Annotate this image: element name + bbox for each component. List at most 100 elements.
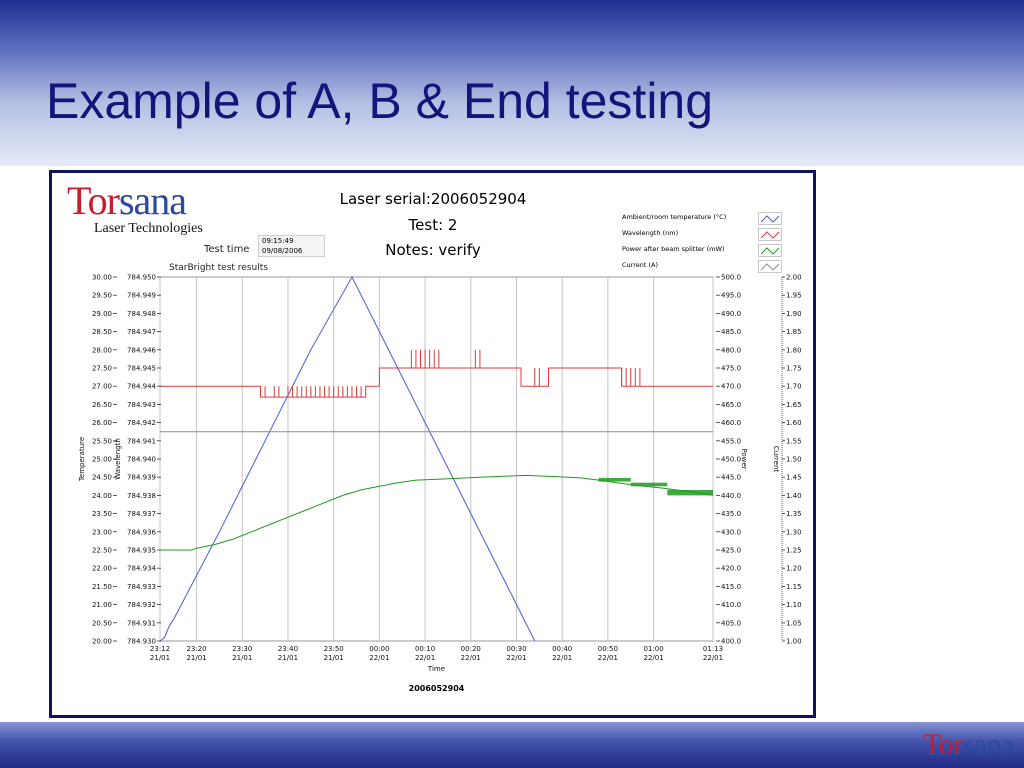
- legend-label: Wavelength (nm): [622, 229, 679, 237]
- x-tick-label: 23:30: [232, 645, 252, 653]
- footer-bar: [0, 722, 1024, 768]
- x-tick-label: 01:00: [643, 645, 663, 653]
- temperature-tick-label: 23.50: [92, 510, 112, 518]
- legend-item-temperature: Ambient/room temperature (°C): [622, 211, 782, 225]
- current-tick-label: 1.60: [786, 419, 802, 427]
- power-tick-label: 490.0: [721, 310, 741, 318]
- laser-serial: Laser serial:2006052904: [339, 190, 527, 208]
- x-tick-label: 21/01: [232, 654, 252, 662]
- chart-svg: 23:1221/0123:2021/0123:3021/0123:4021/01…: [78, 274, 802, 694]
- wavelength-tick-label: 784.930: [127, 638, 156, 646]
- legend-swatch-power: [758, 244, 782, 257]
- power-tick-label: 460.0: [721, 419, 741, 427]
- power-tick-label: 435.0: [721, 510, 741, 518]
- legend-label: Current (A): [622, 261, 658, 269]
- wavelength-tick-label: 784.933: [127, 583, 156, 591]
- x-tick-label: 22/01: [703, 654, 723, 662]
- legend-swatch-current: [758, 260, 782, 273]
- x-tick-label: 21/01: [278, 654, 298, 662]
- wavelength-tick-label: 784.940: [127, 456, 156, 464]
- wavelength-tick-label: 784.932: [127, 601, 156, 609]
- footer-logo: Torsana: [922, 728, 1015, 762]
- power-tick-label: 470.0: [721, 383, 741, 391]
- title-banner: [0, 0, 1024, 166]
- wavelength-tick-label: 784.941: [127, 437, 156, 445]
- temperature-tick-label: 22.00: [92, 565, 112, 573]
- axes: 23:1221/0123:2021/0123:3021/0123:4021/01…: [78, 274, 802, 694]
- x-tick-label: 23:50: [324, 645, 344, 653]
- x-tick-label: 00:50: [598, 645, 618, 653]
- x-tick-label: 21/01: [150, 654, 170, 662]
- wavelength-tick-label: 784.949: [127, 292, 156, 300]
- power-tick-label: 415.0: [721, 583, 741, 591]
- power-tick-label: 405.0: [721, 619, 741, 627]
- power-tick-label: 465.0: [721, 401, 741, 409]
- logo-sana: sana: [118, 178, 187, 223]
- x-tick-label: 22/01: [552, 654, 572, 662]
- current-tick-label: 1.75: [786, 365, 802, 373]
- current-tick-label: 1.25: [786, 547, 802, 555]
- current-tick-label: 1.65: [786, 401, 802, 409]
- temperature-tick-label: 27.50: [92, 365, 112, 373]
- torsana-logo: Torsana: [67, 177, 187, 225]
- temperature-tick-label: 28.50: [92, 328, 112, 336]
- wavelength-tick-label: 784.936: [127, 528, 156, 536]
- legend-item-current: Current (A): [622, 259, 782, 273]
- temperature-tick-label: 20.50: [92, 619, 112, 627]
- temperature-tick-label: 20.00: [92, 638, 112, 646]
- current-tick-label: 1.70: [786, 383, 802, 391]
- current-tick-label: 1.85: [786, 328, 802, 336]
- power-tick-label: 400.0: [721, 638, 741, 646]
- x-tick-label: 00:20: [461, 645, 481, 653]
- current-tick-label: 1.80: [786, 346, 802, 354]
- test-time-box: 09:15:49 09/08/2006: [258, 235, 325, 257]
- temperature-tick-label: 26.50: [92, 401, 112, 409]
- current-tick-label: 2.00: [786, 274, 802, 282]
- power-tick-label: 495.0: [721, 292, 741, 300]
- x-tick-label: 22/01: [643, 654, 663, 662]
- test-notes: Notes: verify: [385, 241, 481, 259]
- temperature-tick-label: 21.50: [92, 583, 112, 591]
- power-tick-label: 420.0: [721, 565, 741, 573]
- current-tick-label: 1.05: [786, 619, 802, 627]
- wavelength-tick-label: 784.935: [127, 547, 156, 555]
- current-tick-label: 1.90: [786, 310, 802, 318]
- power-series-band: [667, 489, 713, 496]
- x-tick-label: 00:30: [506, 645, 526, 653]
- legend-label: Power after beam splitter (mW): [622, 245, 725, 253]
- wavelength-tick-label: 784.937: [127, 510, 156, 518]
- x-axis-label: Time: [427, 665, 445, 673]
- slide-title: Example of A, B & End testing: [46, 73, 714, 129]
- x-tick-label: 22/01: [415, 654, 435, 662]
- chart-panel: Torsana Laser Technologies Laser serial:…: [49, 170, 816, 718]
- wavelength-tick-label: 784.942: [127, 419, 156, 427]
- current-tick-label: 1.35: [786, 510, 802, 518]
- wavelength-tick-label: 784.950: [127, 274, 156, 282]
- x-tick-label: 22/01: [461, 654, 481, 662]
- footer-logo-tor: Tor: [922, 728, 963, 761]
- power-tick-label: 410.0: [721, 601, 741, 609]
- logo-subtitle: Laser Technologies: [94, 221, 203, 236]
- temperature-tick-label: 29.00: [92, 310, 112, 318]
- x-tick-label: 21/01: [324, 654, 344, 662]
- temperature-tick-label: 25.50: [92, 437, 112, 445]
- legend-swatch-temperature: [758, 212, 782, 225]
- current-tick-label: 1.40: [786, 492, 802, 500]
- x-tick-label: 22/01: [506, 654, 526, 662]
- x-tick-label: 23:12: [150, 645, 170, 653]
- plot-series: [159, 275, 714, 642]
- current-tick-label: 1.30: [786, 528, 802, 536]
- wavelength-axis-label: Wavelength: [114, 438, 122, 480]
- temperature-tick-label: 27.00: [92, 383, 112, 391]
- temperature-tick-label: 24.00: [92, 492, 112, 500]
- power-tick-label: 445.0: [721, 474, 741, 482]
- current-tick-label: 1.95: [786, 292, 802, 300]
- power-axis-label: Power: [740, 448, 748, 469]
- wavelength-tick-label: 784.945: [127, 365, 156, 373]
- chart-title: StarBright test results: [169, 263, 268, 273]
- plot-area: [159, 276, 714, 642]
- current-tick-label: 1.00: [786, 638, 802, 646]
- temperature-tick-label: 30.00: [92, 274, 112, 282]
- x-tick-label: 21/01: [186, 654, 206, 662]
- legend-item-power: Power after beam splitter (mW): [622, 243, 782, 257]
